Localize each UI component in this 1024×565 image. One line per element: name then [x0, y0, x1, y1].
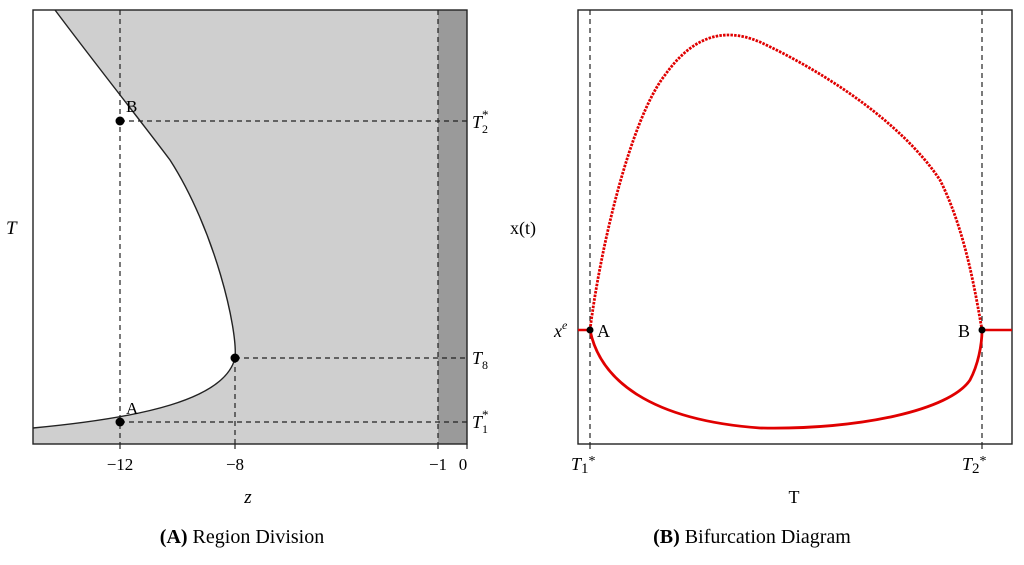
- shaded-region: [33, 10, 438, 444]
- y-axis-label-a: T: [6, 218, 18, 239]
- lower-branch-curve: [588, 329, 984, 430]
- point-a-marker: [115, 417, 125, 427]
- level-label-t8: T8: [472, 348, 488, 372]
- boundary-curve: [32, 9, 236, 429]
- point-a-label: A: [126, 399, 139, 418]
- tick-label-z-12: −12: [107, 455, 134, 474]
- level-label-t2: T2*: [472, 107, 489, 136]
- tick-label-t2-star: T2*: [962, 454, 987, 477]
- y-tick-xe: xe: [553, 318, 568, 341]
- point-b-b-marker: [978, 326, 986, 334]
- panel-a-frame: [32, 9, 468, 445]
- tick-label-z-8: −8: [226, 455, 244, 474]
- point-t8-marker: [230, 353, 240, 363]
- y-axis-label-b: x(t): [510, 218, 536, 239]
- dark-strip: [438, 10, 467, 444]
- tick-label-t1-star: T1*: [571, 454, 596, 477]
- point-b-label: B: [126, 97, 137, 116]
- upper-branch-curve: [588, 33, 984, 331]
- point-b-marker: [115, 116, 125, 126]
- point-a-b-marker: [586, 326, 594, 334]
- panel-b-frame: [577, 9, 1013, 445]
- x-axis-label-a: z: [243, 487, 252, 508]
- x-axis-label-b: T: [789, 487, 800, 507]
- point-a-b-label: A: [597, 321, 610, 341]
- panel-a: B A −12 −8 −1 0 T2* T8 T1* T z (A) Regio…: [6, 9, 489, 548]
- panel-b: A B xe T1* T2* x(t) T (B) Bifurcation Di…: [510, 9, 1013, 548]
- point-b-b-label: B: [958, 321, 970, 341]
- caption-b: (B) Bifurcation Diagram: [653, 526, 851, 548]
- tick-label-z-0: 0: [459, 455, 468, 474]
- caption-a: (A) Region Division: [160, 526, 324, 548]
- level-label-t1: T1*: [472, 407, 489, 436]
- tick-label-z-1: −1: [429, 455, 447, 474]
